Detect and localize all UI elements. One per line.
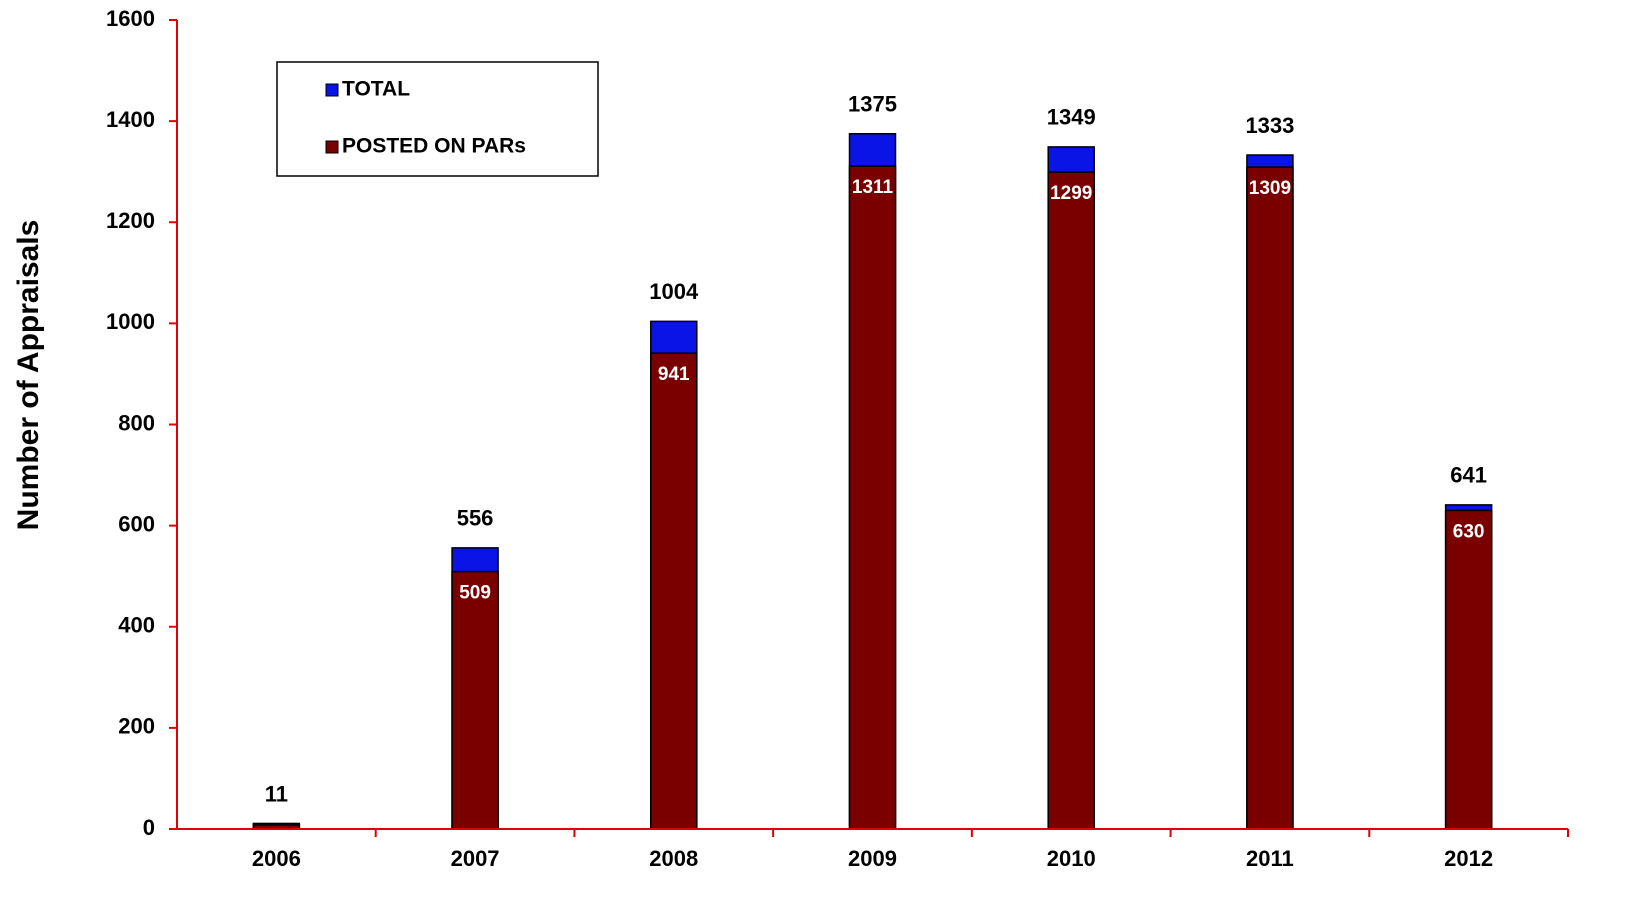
legend-swatch: [325, 140, 339, 154]
data-label: 1333: [1245, 113, 1294, 138]
legend-label: POSTED ON PARs: [342, 135, 526, 158]
legend-box: [276, 61, 599, 177]
data-label: 941: [658, 364, 690, 385]
bar: [848, 165, 897, 830]
data-label: 1299: [1050, 183, 1092, 204]
y-tick-label: 1400: [106, 107, 155, 132]
data-label: 556: [457, 506, 494, 531]
y-axis-title: Number of Appraisals: [12, 220, 45, 531]
data-label: 630: [1453, 521, 1485, 542]
y-tick-label: 200: [118, 714, 155, 739]
y-tick-label: 1000: [106, 309, 155, 334]
data-label: 1004: [649, 279, 699, 304]
data-label: 1309: [1249, 178, 1291, 199]
y-tick-label: 0: [143, 815, 155, 840]
legend-swatch: [325, 83, 339, 97]
x-tick-label: 2011: [1246, 846, 1294, 871]
data-label: 509: [459, 583, 491, 604]
x-tick-label: 2007: [451, 846, 500, 871]
bar: [1047, 171, 1095, 830]
data-label: 11: [265, 781, 288, 806]
x-tick-label: 2006: [252, 846, 301, 871]
y-tick-label: 1600: [106, 6, 155, 31]
data-label: 1375: [848, 92, 897, 117]
y-tick-label: 600: [118, 511, 155, 536]
y-tick-label: 400: [118, 613, 155, 638]
data-label: 1311: [852, 177, 894, 198]
bar: [650, 352, 698, 830]
legend-label: TOTAL: [342, 78, 410, 101]
bar: [1246, 166, 1294, 830]
bar: [451, 570, 499, 830]
data-label: 1349: [1047, 105, 1096, 130]
x-tick-label: 2012: [1444, 846, 1493, 871]
y-tick-label: 800: [118, 410, 155, 435]
data-label: 641: [1450, 463, 1487, 488]
x-tick-label: 2010: [1047, 846, 1096, 871]
y-tick-label: 1200: [106, 208, 155, 233]
x-tick-label: 2008: [649, 846, 698, 871]
bar: [1444, 509, 1493, 830]
x-tick-label: 2009: [848, 846, 897, 871]
